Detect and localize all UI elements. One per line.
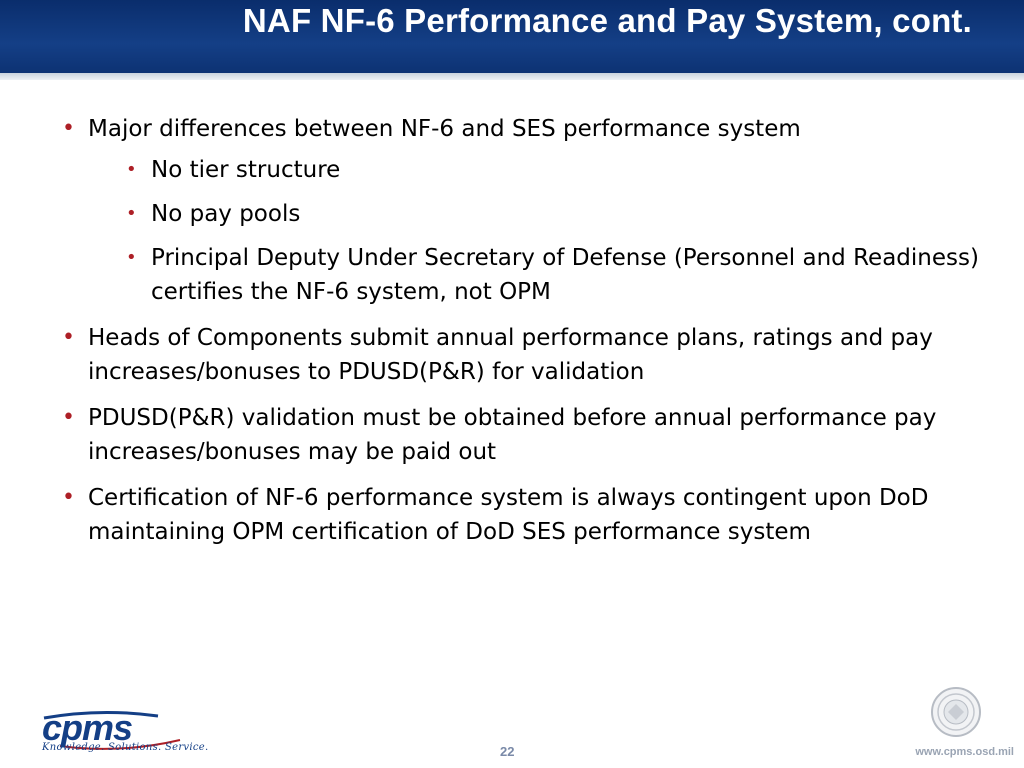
slide-title: NAF NF-6 Performance and Pay System, con… [242, 2, 972, 39]
sub-bullet-text: No tier structure [151, 157, 341, 183]
slide-body: • Major differences between NF-6 and SES… [62, 112, 982, 561]
logo-swoosh-icon [43, 710, 181, 750]
logo-wordmark: cpms [42, 707, 133, 748]
bullet-item: • Certification of NF-6 performance syst… [62, 481, 982, 549]
sub-bullet-item: • Principal Deputy Under Secretary of De… [126, 241, 982, 309]
bullet-icon: • [126, 203, 137, 224]
sub-bullet-list: • No tier structure • No pay pools • Pri… [88, 153, 982, 309]
bullet-text: PDUSD(P&R) validation must be obtained b… [88, 405, 937, 465]
bullet-item: • Major differences between NF-6 and SES… [62, 112, 982, 309]
footer-url: www.cpms.osd.mil [915, 746, 1014, 758]
bullet-text: Certification of NF-6 performance system… [88, 485, 929, 545]
bullet-icon: • [126, 159, 137, 180]
bullet-item: • Heads of Components submit annual perf… [62, 321, 982, 389]
dod-seal-icon [930, 686, 982, 738]
sub-bullet-item: • No pay pools [126, 197, 982, 231]
bullet-icon: • [62, 325, 75, 350]
page-number: 22 [500, 744, 515, 759]
title-bar: NAF NF-6 Performance and Pay System, con… [0, 0, 1024, 73]
sub-bullet-text: Principal Deputy Under Secretary of Defe… [151, 245, 979, 305]
cpms-logo: cpms [40, 710, 190, 762]
sub-bullet-item: • No tier structure [126, 153, 982, 187]
bullet-text: Heads of Components submit annual perfor… [88, 325, 933, 385]
bullet-icon: • [62, 485, 75, 510]
sub-bullet-text: No pay pools [151, 201, 301, 227]
bullet-text: Major differences between NF-6 and SES p… [88, 116, 801, 142]
bullet-icon: • [62, 405, 75, 430]
tagline: Knowledge. Solutions. Service. [42, 742, 209, 753]
bullet-icon: • [62, 116, 75, 141]
bullet-icon: • [126, 247, 137, 268]
bullet-item: • PDUSD(P&R) validation must be obtained… [62, 401, 982, 469]
header-divider [0, 73, 1024, 80]
